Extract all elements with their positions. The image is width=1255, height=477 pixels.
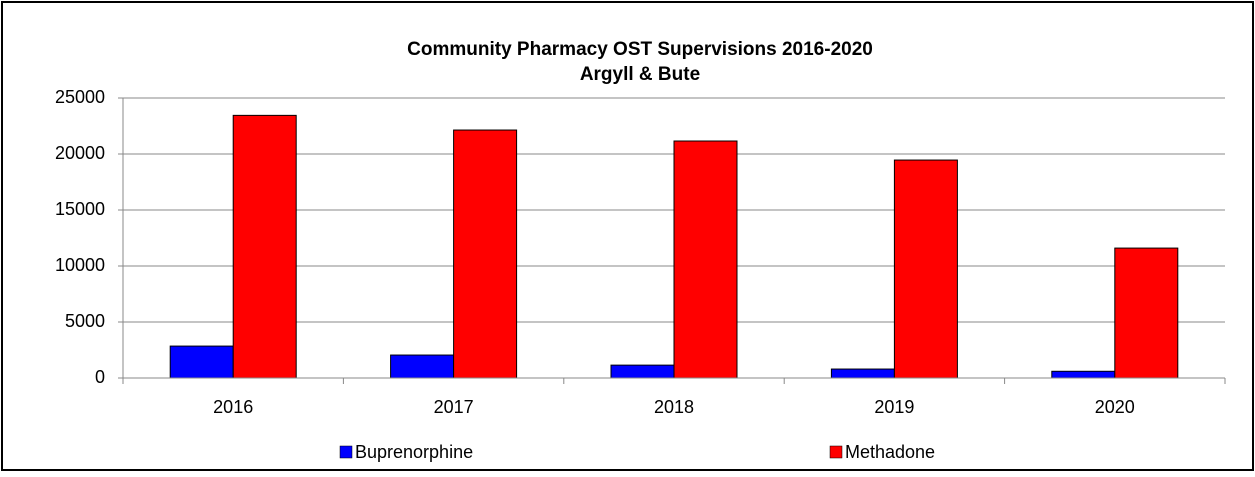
legend-swatch [339,445,353,459]
y-tick-label: 20000 [55,143,105,163]
y-tick-label: 0 [95,367,105,387]
bar [390,354,455,379]
bar [169,345,234,379]
legend-swatch [829,445,843,459]
bar [1114,247,1179,379]
chart-title: Community Pharmacy OST Supervisions 2016… [407,39,873,60]
x-tick-label: 2018 [654,397,694,417]
bar [232,114,297,379]
x-tick-label: 2020 [1095,397,1135,417]
bar [453,129,518,379]
bar [830,368,895,379]
x-tick-label: 2016 [213,397,253,417]
y-tick-label: 5000 [65,311,105,331]
bar [610,364,675,379]
y-tick-label: 25000 [55,87,105,107]
legend-label: Methadone [845,442,935,462]
chart-subtitle: Argyll & Bute [580,64,700,85]
legend-label: Buprenorphine [355,442,473,462]
x-tick-label: 2019 [874,397,914,417]
y-tick-label: 10000 [55,255,105,275]
x-tick-label: 2017 [434,397,474,417]
bar [673,140,738,379]
bar [1051,370,1116,379]
bar [893,159,958,379]
y-tick-label: 15000 [55,199,105,219]
